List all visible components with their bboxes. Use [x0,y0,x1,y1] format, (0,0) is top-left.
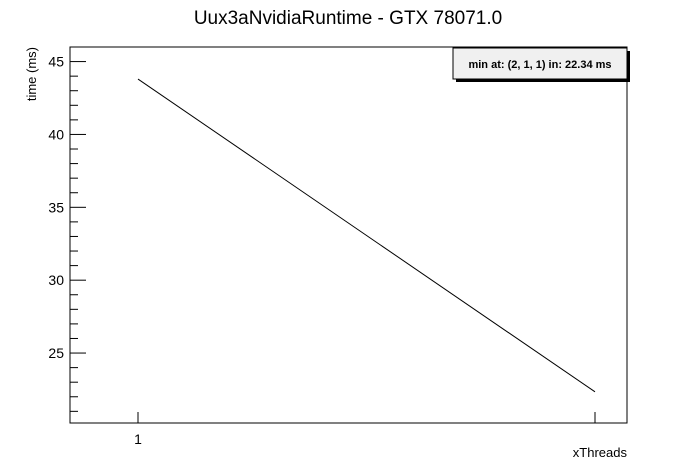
y-tick-label: 35 [48,199,64,215]
y-tick-label: 30 [48,272,64,288]
y-axis-label: time (ms) [24,47,39,101]
y-axis-ticks: 25 30 35 40 45 [48,46,86,412]
x-axis-label: xThreads [573,445,628,460]
chart-title: Uux3aNvidiaRuntime - GTX 78071.0 [194,8,502,29]
x-tick-label: 1 [134,431,142,447]
legend-text: min at: (2, 1, 1) in: 22.34 ms [468,59,611,71]
y-tick-label: 45 [48,54,64,70]
series-line [137,78,596,393]
y-tick-label: 25 [48,345,64,361]
x-axis-ticks: 1 [134,412,596,447]
legend-background [452,47,628,80]
y-tick-label: 40 [48,126,64,142]
legend-box: min at: (2, 1, 1) in: 22.34 ms [452,47,630,82]
plot-frame [69,46,628,424]
